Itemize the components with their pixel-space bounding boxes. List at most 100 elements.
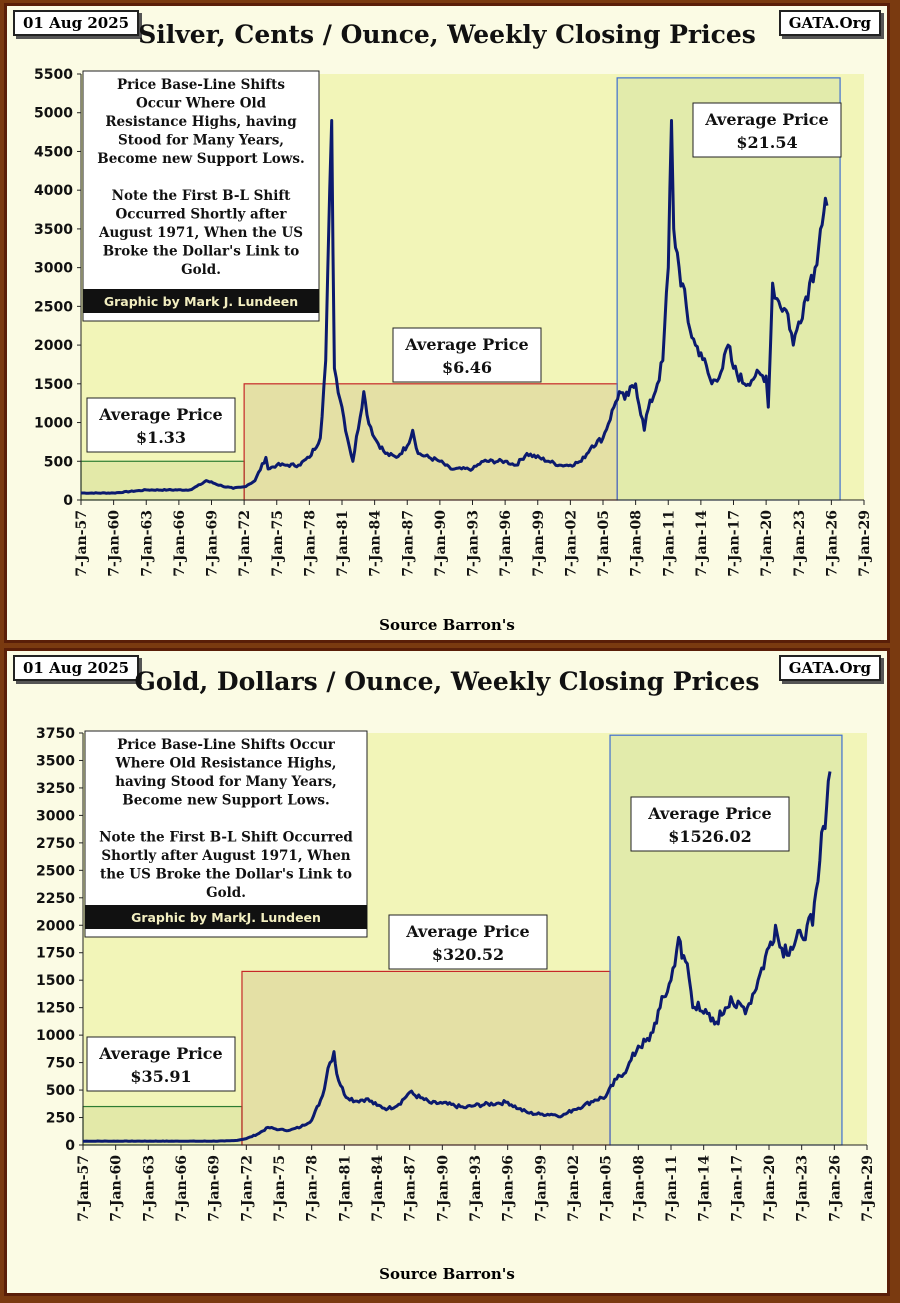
average-price-label: Average Price	[647, 804, 771, 823]
price-zone-box	[243, 383, 618, 501]
x-tick-label: 7-Jan-57	[76, 1155, 92, 1222]
x-tick-label: 7-Jan-57	[74, 510, 90, 577]
y-tick-label: 3750	[36, 726, 75, 742]
x-tick-label: 7-Jan-87	[400, 510, 416, 577]
annotation-note-line: Occur Where Old	[136, 96, 267, 112]
y-tick-label: 0	[63, 493, 73, 509]
x-tick-label: 7-Jan-78	[305, 1155, 321, 1222]
x-tick-label: 7-Jan-72	[239, 1155, 255, 1222]
x-tick-label: 7-Jan-29	[857, 510, 873, 577]
price-zone-box	[241, 970, 611, 1146]
y-tick-label: 5000	[34, 106, 73, 122]
x-tick-label: 7-Jan-96	[498, 510, 514, 577]
source-label: Source Barron's	[379, 1265, 515, 1283]
y-tick-label: 750	[46, 1056, 75, 1072]
x-tick-label: 7-Jan-96	[501, 1155, 517, 1222]
average-price-value: $21.54	[736, 133, 797, 152]
x-tick-label: 7-Jan-84	[370, 1155, 386, 1222]
x-tick-label: 7-Jan-93	[468, 1155, 484, 1222]
y-tick-label: 1750	[36, 946, 75, 962]
annotation-note-line: Occurred Shortly after	[115, 207, 287, 223]
x-tick-label: 7-Jan-66	[172, 510, 188, 577]
y-tick-label: 1250	[36, 1001, 75, 1017]
x-tick-label: 7-Jan-87	[403, 1155, 419, 1222]
silver-chart-svg: 0 500 1000 1500 2000 2500 3000 3500 4000 4500 5000…	[34, 67, 873, 577]
y-tick-label: 0	[65, 1138, 75, 1154]
average-price-box	[86, 1036, 236, 1092]
chart-title: Silver, Cents / Ounce, Weekly Closing Pr…	[138, 20, 756, 49]
y-tick-label: 2000	[36, 918, 75, 934]
average-price-value: $1526.02	[668, 827, 752, 846]
credit-label: Graphic by Mark J. Lundeen	[104, 294, 298, 309]
x-tick-label: 7-Jan-05	[599, 1155, 615, 1222]
chart-date-badge: 01 Aug 2025	[13, 10, 140, 36]
annotation-note-line: Resistance Highs, having	[105, 114, 297, 130]
y-tick-label: 500	[44, 454, 73, 470]
average-price-box	[630, 796, 790, 852]
gold-chart-svg: 0 250 500 750 1000 1250 1500 1750 2000 2250 2500 27…	[36, 726, 876, 1222]
silver-chart-panel: 0 500 1000 1500 2000 2500 3000 3500 4000 4500 5000…	[4, 3, 890, 643]
x-tick-label: 7-Jan-05	[596, 510, 612, 577]
x-tick-label: 7-Jan-11	[664, 1155, 680, 1222]
x-tick-label: 7-Jan-23	[795, 1155, 811, 1222]
average-price-box	[388, 914, 548, 970]
y-tick-label: 5500	[34, 67, 73, 83]
site-badge: GATA.Org	[778, 10, 881, 36]
average-price-value: $1.33	[136, 428, 186, 447]
y-tick-label: 1500	[34, 377, 73, 393]
x-tick-label: 7-Jan-84	[368, 510, 384, 577]
x-tick-label: 7-Jan-69	[205, 510, 221, 577]
average-price-label: Average Price	[98, 405, 222, 424]
x-tick-label: 7-Jan-08	[631, 1155, 647, 1222]
x-tick-label: 7-Jan-02	[563, 510, 579, 577]
y-tick-label: 1500	[36, 973, 75, 989]
average-price-box	[86, 397, 236, 453]
average-price-value: $6.46	[442, 358, 492, 377]
x-tick-label: 7-Jan-99	[533, 1155, 549, 1222]
annotation-note-box	[84, 730, 368, 938]
chart-date-badge: 01 Aug 2025	[13, 655, 140, 681]
y-tick-label: 500	[46, 1083, 75, 1099]
y-tick-label: 3000	[36, 808, 75, 824]
x-tick-label: 7-Jan-29	[860, 1155, 876, 1222]
x-tick-label: 7-Jan-90	[433, 510, 449, 577]
annotation-note-line: Become new Support Lows.	[97, 151, 304, 167]
x-tick-label: 7-Jan-23	[792, 510, 808, 577]
annotation-note-line: Note the First B-L Shift	[112, 188, 292, 204]
x-tick-label: 7-Jan-17	[729, 1155, 745, 1222]
site-badge: GATA.Org	[778, 655, 881, 681]
x-tick-label: 7-Jan-81	[335, 510, 351, 577]
average-price-box	[392, 327, 542, 383]
y-tick-label: 1000	[36, 1028, 75, 1044]
x-tick-label: 7-Jan-81	[337, 1155, 353, 1222]
annotation-note-line: Gold.	[206, 885, 246, 901]
x-tick-label: 7-Jan-26	[827, 1155, 843, 1222]
y-tick-label: 2000	[34, 338, 73, 354]
y-tick-label: 1000	[34, 416, 73, 432]
average-price-value: $320.52	[432, 945, 504, 964]
x-tick-label: 7-Jan-11	[661, 510, 677, 577]
y-tick-label: 4500	[34, 144, 73, 160]
y-tick-label: 3000	[34, 261, 73, 277]
annotation-note-line: Broke the Dollar's Link to	[103, 244, 300, 260]
average-price-label: Average Price	[704, 110, 828, 129]
x-tick-label: 7-Jan-26	[824, 510, 840, 577]
annotation-note-line: Price Base-Line Shifts	[117, 77, 285, 93]
x-tick-label: 7-Jan-14	[694, 510, 710, 577]
annotation-note-line: the US Broke the Dollar's Link to	[100, 867, 352, 883]
credit-label: Graphic by MarkJ. Lundeen	[131, 910, 321, 925]
annotation-note-line: Where Old Resistance Highs,	[115, 756, 337, 772]
price-series-line	[83, 771, 832, 1143]
x-tick-label: 7-Jan-75	[272, 1155, 288, 1222]
annotation-note-line: Gold.	[181, 262, 221, 278]
y-tick-label: 2250	[36, 891, 75, 907]
x-tick-label: 7-Jan-69	[207, 1155, 223, 1222]
annotation-note-line: Price Base-Line Shifts Occur	[117, 737, 336, 753]
price-zone-box	[82, 1105, 243, 1146]
y-tick-label: 3500	[36, 753, 75, 769]
y-tick-label: 2750	[36, 836, 75, 852]
annotation-note-line: Note the First B-L Shift Occurred	[99, 830, 353, 846]
x-tick-label: 7-Jan-66	[174, 1155, 190, 1222]
y-tick-label: 2500	[34, 299, 73, 315]
annotation-note-line: Shortly after August 1971, When	[101, 848, 350, 864]
